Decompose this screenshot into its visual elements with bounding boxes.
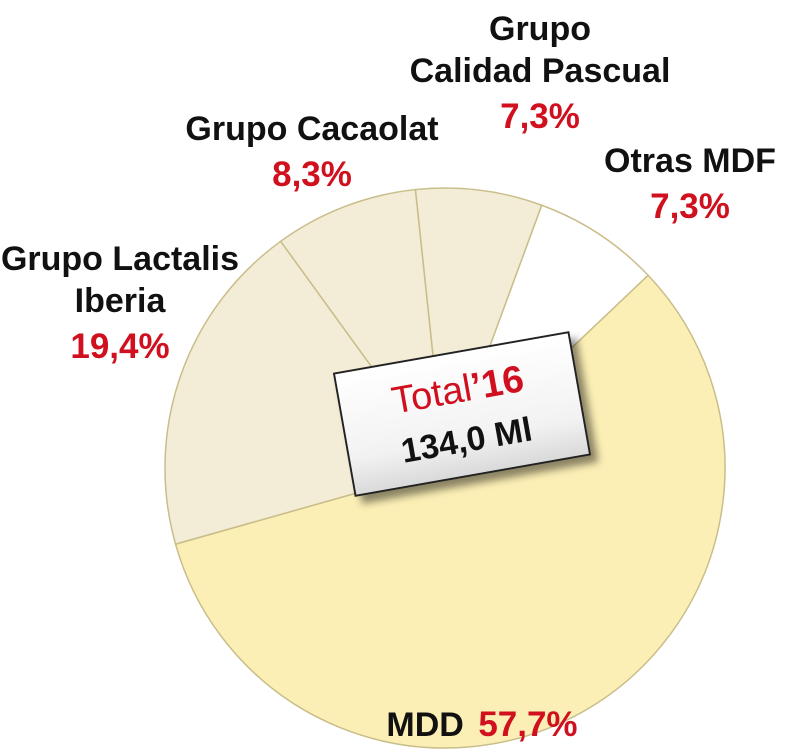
slice-name: MDD <box>386 706 463 744</box>
slice-label-mdd: MDD 57,7% <box>386 705 577 744</box>
slice-label-grupo-calidad-pascual: Grupo Calidad Pascual 7,3% <box>410 10 671 136</box>
total-year: ’16 <box>468 358 527 409</box>
total-card-background <box>332 331 592 497</box>
slice-value-label: 8,3% <box>272 155 352 194</box>
slice-name-line: Otras MDF <box>604 142 776 180</box>
slice-label-otras-mdf: Otras MDF 7,3% <box>604 142 776 226</box>
slice-value-label: 19,4% <box>70 327 169 366</box>
total-card: Total’16 134,0 Ml <box>332 331 592 497</box>
pie-slice-mdd <box>174 274 726 749</box>
slice-name-line: Grupo Cacaolat <box>185 110 438 148</box>
slice-name-and-value: MDD 57,7% <box>386 705 577 744</box>
slice-name-line: Grupo Lactalis <box>1 240 239 278</box>
slice-name-line: Iberia <box>75 282 167 320</box>
slice-name-line: Grupo <box>489 10 591 48</box>
slice-value-label: 57,7% <box>478 705 577 744</box>
slice-label-grupo-cacaolat: Grupo Cacaolat 8,3% <box>185 110 438 194</box>
slice-value-label: 7,3% <box>650 187 730 226</box>
slice-name-line: Calidad Pascual <box>410 52 671 90</box>
slice-label-grupo-lactalis-iberia: Grupo Lactalis Iberia 19,4% <box>1 240 239 366</box>
slice-value-label: 7,3% <box>500 97 580 136</box>
